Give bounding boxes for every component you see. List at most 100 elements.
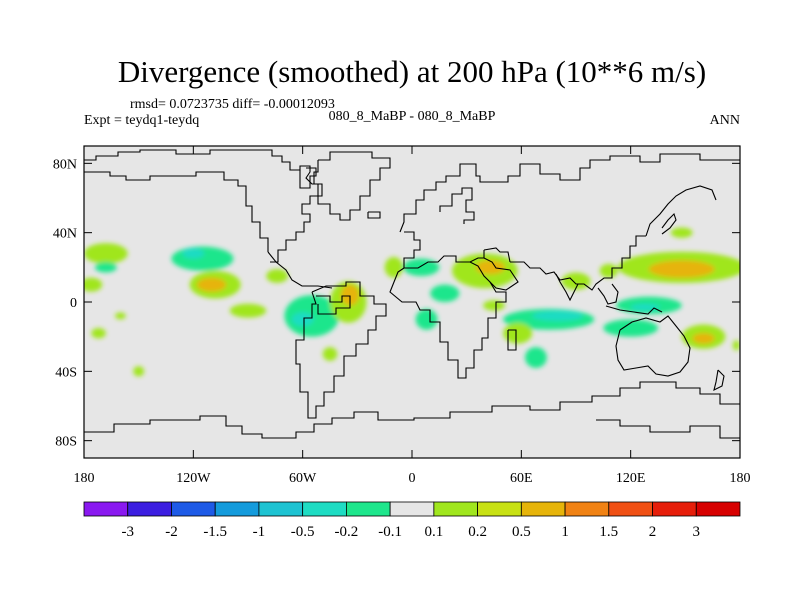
colorbar-label-9: 0.5: [512, 524, 531, 540]
south-america-coast: [295, 281, 387, 419]
eurasia-arctic-coast: [399, 153, 740, 233]
y-tick-label-2: 0: [70, 296, 77, 311]
colorbar-label-3: -1: [253, 524, 266, 540]
field-region-16: [322, 347, 338, 361]
field-region-25: [532, 310, 584, 322]
colorbar-swatch-11: [564, 501, 610, 517]
field-region-32: [670, 227, 693, 238]
africa-coast: [389, 261, 507, 379]
field-region-28: [561, 272, 591, 290]
europe-coast: [403, 231, 485, 269]
colorbar-swatch-3: [214, 501, 260, 517]
stats-label: rmsd= 0.0723735 diff= -0.00012093: [130, 97, 335, 112]
colorbar-swatch-0: [83, 501, 129, 517]
colorbar-swatch-1: [127, 501, 172, 517]
colorbar-swatch-5: [302, 501, 347, 517]
field-region-11: [229, 303, 267, 318]
field-region-21: [475, 260, 505, 275]
colorbar-label-5: -0.2: [335, 524, 359, 540]
field-region-7: [182, 248, 205, 259]
field-region-0: [84, 243, 128, 264]
x-tick-label-1: 120W: [176, 471, 211, 486]
colorbar-swatch-7: [389, 501, 435, 517]
india-coast: [555, 273, 579, 302]
x-tick-label-0: 180: [74, 471, 95, 486]
iceland-coast: [367, 211, 381, 219]
indonesia-islands: [605, 305, 663, 315]
south-america-interior: [316, 295, 351, 315]
colorbar-label-11: 1.5: [599, 524, 618, 540]
alaska-coast: [84, 171, 269, 252]
field-region-4: [114, 312, 126, 320]
field-region-34: [630, 303, 660, 311]
colorbar-label-1: -2: [165, 524, 178, 540]
colorbar-swatch-2: [171, 501, 216, 517]
divergence-field: [84, 227, 740, 377]
x-tick-label-2: 60W: [289, 471, 317, 486]
colorbar-label-4: -0.5: [291, 524, 315, 540]
x-tick-label-3: 0: [409, 471, 416, 486]
scandinavia-coast: [439, 187, 475, 224]
new-zealand-coast: [713, 369, 725, 392]
chart-title: Divergence (smoothed) at 200 hPa (10**6 …: [118, 54, 706, 89]
colorbar-label-8: 0.2: [468, 524, 487, 540]
field-region-13: [291, 312, 314, 327]
australia-coast: [615, 315, 691, 377]
colorbar-label-0: -3: [121, 524, 134, 540]
y-tick-label-3: 40S: [55, 365, 77, 380]
north-america-coast: [84, 149, 319, 263]
field-region-5: [133, 366, 145, 377]
field-region-37: [692, 333, 715, 344]
colorbar-swatch-14: [695, 501, 741, 517]
field-region-6: [171, 246, 234, 271]
colorbar-swatch-9: [477, 501, 522, 517]
colorbar-swatch-10: [520, 501, 566, 517]
antarctica-interior: [596, 419, 740, 439]
colorbar-label-6: -0.1: [378, 524, 402, 540]
field-region-3: [91, 328, 106, 339]
colorbar-swatch-6: [345, 501, 391, 517]
colorbar-label-10: 1: [561, 524, 569, 540]
field-region-31: [648, 260, 715, 278]
field-region-19: [415, 308, 438, 330]
experiment-label: Expt = teydq1-teydq: [84, 113, 199, 128]
arabia-coast: [483, 257, 519, 291]
east-asia-coast: [645, 185, 717, 237]
japan-coast: [661, 212, 677, 235]
field-region-18: [402, 258, 440, 277]
field-region-22: [430, 284, 460, 303]
field-region-9: [196, 277, 227, 292]
field-region-2: [84, 277, 103, 292]
field-region-29: [599, 263, 618, 278]
colorbar-swatch-4: [258, 501, 304, 517]
colorbar: -3 -2 -1.5 -1 -0.5 -0.2 -0.1 0.1 0.2 0.5 1 1.5 2 3: [83, 501, 741, 540]
field-region-10: [266, 269, 289, 283]
asia-interior: [483, 247, 511, 263]
asia-south-coast: [510, 235, 646, 291]
colorbar-swatch-12: [608, 501, 653, 517]
field-region-15: [340, 284, 360, 306]
field-region-23: [483, 300, 505, 311]
axes: 180 120W 60W 0 60E 120E 180 80N 40N 0 40S 80S: [53, 146, 751, 486]
colorbar-swatch-13: [652, 501, 697, 517]
case-label: 080_8_MaBP - 080_8_MaBP: [329, 109, 496, 124]
season-label: ANN: [710, 113, 740, 128]
southeast-asia-coast: [597, 283, 619, 305]
greenland-coast: [313, 151, 391, 221]
central-america-coast: [267, 251, 333, 289]
x-tick-label-4: 60E: [510, 471, 533, 486]
field-region-26: [503, 322, 533, 344]
colorbar-label-2: -1.5: [203, 524, 227, 540]
y-tick-label-0: 80N: [53, 157, 77, 172]
field-region-38: [732, 340, 740, 351]
field-region-1: [94, 262, 117, 273]
continent-outlines: [84, 149, 740, 439]
colorbar-label-12: 2: [649, 524, 657, 540]
madagascar-coast: [507, 329, 517, 351]
y-tick-label-4: 80S: [55, 435, 77, 450]
field-region-35: [603, 319, 659, 337]
x-tick-label-5: 120E: [616, 471, 646, 486]
arctic-islands: [299, 167, 317, 189]
x-tick-label-6: 180: [730, 471, 751, 486]
